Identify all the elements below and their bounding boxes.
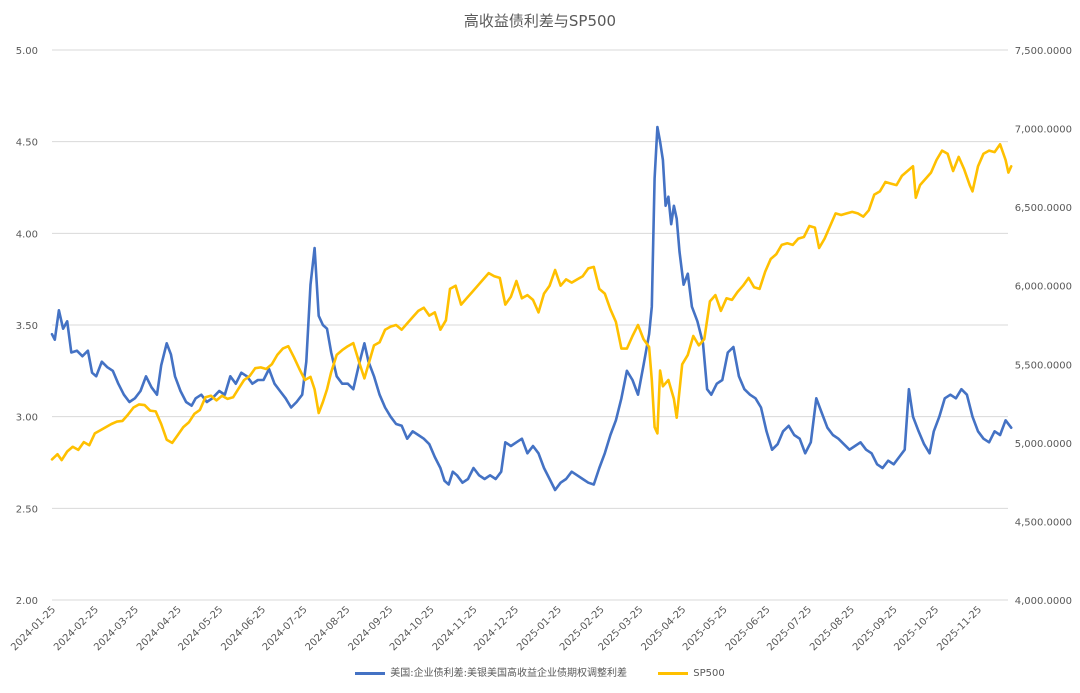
right-axis-tick-label: 4,500.0000 (1015, 517, 1072, 528)
right-axis-tick-label: 5,000.0000 (1015, 439, 1072, 450)
x-axis-tick-label: 2024-12-25 (472, 604, 521, 653)
left-axis-tick-label: 2.50 (16, 504, 38, 515)
left-axis-tick-label: 2.00 (16, 596, 38, 607)
legend-swatch-spread (355, 671, 386, 675)
left-axis-tick-label: 3.00 (16, 413, 38, 424)
legend-item-spread[interactable]: 美国:企业债利差:美银美国高收益企业债期权调整利差 (355, 664, 627, 679)
left-y-axis: 2.00 2.50 3.00 3.50 4.00 4.50 5.00 (16, 46, 38, 607)
right-axis-tick-label: 4,000.0000 (1015, 596, 1072, 607)
right-y-axis: 4,000.0000 4,500.0000 5,000.0000 5,500.0000… (1015, 46, 1072, 607)
x-axis-tick-label: 2025-08-25 (808, 604, 857, 653)
x-axis-tick-label: 2025-07-25 (765, 604, 814, 653)
series-line-spread (50, 125, 1013, 492)
x-axis-tick-label: 2025-05-25 (681, 604, 730, 653)
left-axis-tick-label: 3.50 (16, 321, 38, 332)
right-axis-tick-label: 6,000.0000 (1015, 282, 1072, 293)
x-axis-tick-label: 2025-11-25 (935, 604, 984, 653)
legend-item-sp500[interactable]: SP500 (658, 668, 725, 679)
left-axis-tick-label: 4.50 (16, 138, 38, 149)
x-axis-tick-label: 2025-01-25 (515, 604, 564, 653)
x-axis-tick-label: 2024-08-25 (304, 604, 353, 653)
x-axis-tick-label: 2024-07-25 (261, 604, 310, 653)
legend-label-spread: 美国:企业债利差:美银美国高收益企业债期权调整利差 (390, 668, 628, 679)
x-axis-tick-label: 2025-10-25 (892, 604, 941, 653)
x-axis: 2024-01-252024-02-252024-03-252024-04-25… (9, 604, 984, 653)
x-axis-tick-label: 2024-05-25 (176, 604, 225, 653)
chart-title: 高收益债利差与SP500 (463, 12, 617, 30)
series-lines (50, 125, 1013, 492)
right-axis-tick-label: 6,500.0000 (1015, 203, 1072, 214)
right-axis-tick-label: 7,500.0000 (1015, 46, 1072, 57)
legend-swatch-sp500 (658, 671, 689, 675)
x-axis-tick-label: 2024-10-25 (388, 604, 437, 653)
legend: 美国:企业债利差:美银美国高收益企业债期权调整利差 SP500 (0, 664, 1080, 679)
left-axis-tick-label: 5.00 (16, 46, 38, 57)
right-axis-tick-label: 5,500.0000 (1015, 360, 1072, 371)
right-axis-tick-label: 7,000.0000 (1015, 125, 1072, 136)
gridlines (52, 49, 1008, 601)
series-line-sp500 (50, 143, 1013, 462)
x-axis-tick-label: 2024-01-25 (9, 604, 58, 653)
left-axis-tick-label: 4.00 (16, 229, 38, 240)
legend-label-sp500: SP500 (693, 668, 725, 679)
